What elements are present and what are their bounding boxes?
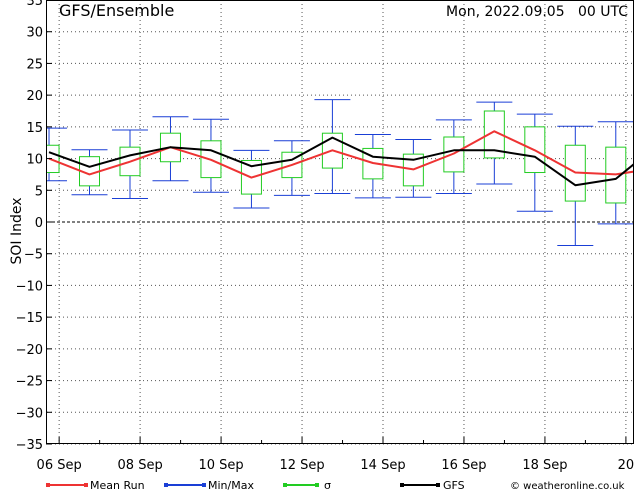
y-tick-label: −25 xyxy=(16,375,43,390)
y-tick-label: −30 xyxy=(16,406,43,421)
legend-item-min-max: Min/Max xyxy=(164,479,254,492)
legend-swatch-sigma-end-right xyxy=(315,483,319,487)
legend-label-mean-run: Mean Run xyxy=(90,479,145,490)
y-axis-label: SOI Index xyxy=(9,197,25,264)
line-series xyxy=(48,130,634,187)
y-tick-label: −5 xyxy=(24,248,43,263)
y-tick-label: −10 xyxy=(16,279,43,294)
legend-swatch-mean-run-end-left xyxy=(46,483,50,487)
x-tick-label: 14 Sep xyxy=(360,458,405,473)
chart-title-left: GFS/Ensemble xyxy=(59,1,174,20)
series-line-gfs xyxy=(48,136,634,187)
y-tick-label: 20 xyxy=(26,89,43,104)
y-tick-label: 30 xyxy=(26,26,43,41)
x-tick-label: 06 Sep xyxy=(37,458,82,473)
legend-item-mean-run: Mean Run xyxy=(46,479,145,492)
series-line-mean-run xyxy=(48,130,634,179)
legend-swatch-gfs-end-left xyxy=(400,483,404,487)
x-tick-label: 20 xyxy=(618,458,634,473)
y-tick-label: 35 xyxy=(26,0,43,9)
y-tick-label: 15 xyxy=(26,121,43,136)
credit-text: © weatheronline.co.uk xyxy=(510,481,625,490)
y-tick-label: −15 xyxy=(16,311,43,326)
y-tick-label: −20 xyxy=(16,343,43,358)
legend-label-gfs: GFS xyxy=(443,479,465,490)
legend-swatch-min-max-end-left xyxy=(164,483,168,487)
legend-swatch-gfs-end-right xyxy=(436,483,440,487)
legend-item-sigma: σ xyxy=(283,479,331,492)
y-tick-label: 10 xyxy=(26,153,43,168)
x-tick-label: 16 Sep xyxy=(441,458,486,473)
chart-title-right: Mon, 2022.09.05 00 UTC xyxy=(446,4,628,20)
x-tick-label: 12 Sep xyxy=(279,458,324,473)
legend-swatch-mean-run-end-right xyxy=(84,483,88,487)
y-tick-label: 25 xyxy=(26,57,43,72)
legend-label-sigma: σ xyxy=(324,479,331,490)
y-tick-label: 0 xyxy=(35,216,43,231)
y-tick-label: 5 xyxy=(35,184,43,199)
legend: Mean Run Min/Max σ GFS © weatheronline.c xyxy=(46,479,625,492)
x-tick-label: 18 Sep xyxy=(522,458,567,473)
legend-swatch-sigma-end-left xyxy=(283,483,287,487)
legend-swatch-min-max-end-right xyxy=(202,483,206,487)
y-tick-label: −35 xyxy=(16,438,43,453)
x-axis: 06 Sep 08 Sep 10 Sep 12 Sep 14 Sep 16 Sep 18 S… xyxy=(37,437,634,473)
x-tick-label: 08 Sep xyxy=(118,458,163,473)
y-axis: −35 −30 −25 −20 −15 −10 −5 0 5 10 15 20 25 30 35 xyxy=(16,0,52,453)
legend-item-gfs: GFS xyxy=(400,479,465,492)
x-tick-label: 10 Sep xyxy=(198,458,243,473)
sigma-box xyxy=(483,110,505,159)
legend-label-min-max: Min/Max xyxy=(208,479,254,490)
